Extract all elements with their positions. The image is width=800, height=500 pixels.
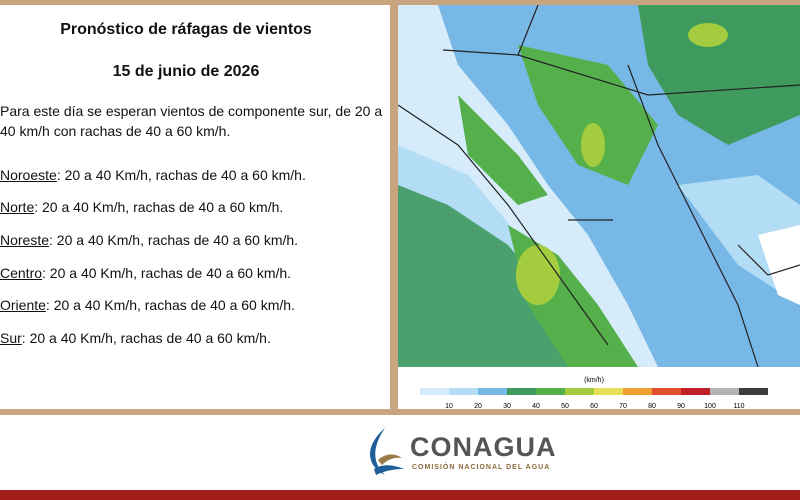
legend-swatch: [478, 388, 507, 395]
legend-swatch: [565, 388, 594, 395]
date: 15 de junio de 2026: [112, 63, 260, 80]
land: [458, 95, 548, 205]
land: [581, 123, 605, 167]
legend-label: 90: [677, 403, 685, 409]
land: [638, 5, 800, 145]
region-row: Centro: 20 a 40 Km/h, rachas de 40 a 60 …: [0, 265, 291, 281]
legend-label: 30: [503, 403, 511, 409]
map: (km/h) 10 20 30 40 50 60 70 80 90 100 110: [398, 5, 800, 409]
legend-swatch: [449, 388, 478, 395]
region-row: Oriente: 20 a 40 Km/h, rachas de 40 a 60…: [0, 297, 295, 313]
land: [758, 225, 800, 305]
region-name: Centro: [0, 265, 43, 281]
border: [398, 5, 800, 368]
region-text: : 20 a 40 Km/h, rachas de 40 a 60 km/h.: [56, 167, 306, 183]
legend-label: 50: [561, 403, 569, 409]
region-text: : 20 a 40 Km/h, rachas de 40 a 60 km/h.: [42, 265, 292, 281]
legend-label: 70: [619, 403, 627, 409]
legend-swatch: [507, 388, 536, 395]
land: [518, 45, 658, 185]
region-name: Norte: [0, 199, 35, 215]
legend-swatch: [536, 388, 565, 395]
land: [688, 23, 728, 47]
region-name: Noreste: [0, 232, 50, 248]
logo-subtitle: COMISIÓN NACIONAL DEL AGUA: [412, 464, 551, 471]
text-panel: Pronóstico de ráfagas de vientos 15 de j…: [0, 5, 390, 409]
region-text: : 20 a 40 Km/h, rachas de 40 a 60 km/h.: [34, 199, 284, 215]
region-name: Oriente: [0, 297, 46, 313]
legend-label: 10: [445, 403, 453, 409]
intro: Para este día se esperan vientos de comp…: [0, 103, 383, 139]
region-row: Noreste: 20 a 40 Km/h, rachas de 40 a 60…: [0, 232, 298, 248]
legend-label: 20: [474, 403, 482, 409]
legend-swatch: [652, 388, 681, 395]
legend-swatch: [594, 388, 623, 395]
legend-swatch: [420, 388, 449, 395]
region-name: Sur: [0, 330, 22, 346]
legend-label: 110: [733, 403, 744, 409]
legend-swatch: [623, 388, 652, 395]
region-row: Norte: 20 a 40 Km/h, rachas de 40 a 60 k…: [0, 199, 283, 215]
title: Pronóstico de ráfagas de vientos: [60, 21, 312, 38]
legend-swatch: [710, 388, 739, 395]
region-text: : 20 a 40 Km/h, rachas de 40 a 60 km/h.: [49, 232, 299, 248]
legend-swatch: [739, 388, 768, 395]
legend-label: 60: [590, 403, 598, 409]
region-row: Sur: 20 a 40 Km/h, rachas de 40 a 60 km/…: [0, 330, 271, 346]
frame: Pronóstico de ráfagas de vientos 15 de j…: [0, 0, 800, 415]
legend-label: 80: [648, 403, 656, 409]
legend-unit: (km/h): [584, 377, 604, 384]
logo-icon: [370, 428, 404, 475]
logo-name: CONAGUA: [410, 432, 557, 462]
legend-label: 40: [532, 403, 540, 409]
land: [678, 175, 800, 305]
footer-bar: [0, 490, 800, 500]
region-text: : 20 a 40 Km/h, rachas de 40 a 60 km/h.: [21, 330, 271, 346]
region-row: Noroeste: 20 a 40 Km/h, rachas de 40 a 6…: [0, 167, 306, 183]
region-name: Noroeste: [0, 167, 57, 183]
region-text: : 20 a 40 Km/h, rachas de 40 a 60 km/h.: [45, 297, 295, 313]
legend-label: 100: [704, 403, 716, 409]
legend-swatch: [681, 388, 710, 395]
land: [516, 245, 560, 305]
